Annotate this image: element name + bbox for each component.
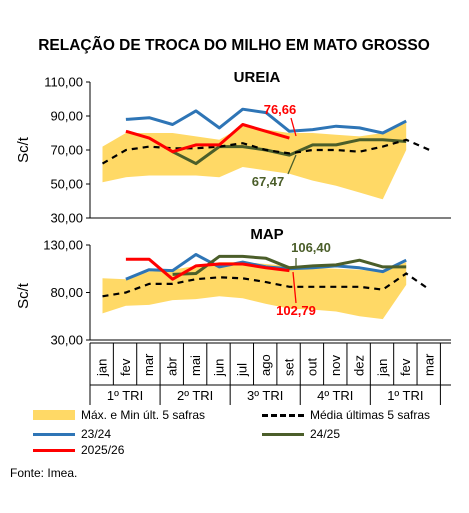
panel-title-ureia: UREIA (234, 69, 281, 86)
legend-item-avg: Média últimas 5 safras (262, 408, 430, 422)
y-tick-label: 110,00 (44, 75, 83, 90)
legend-swatch-2324 (33, 432, 75, 436)
legend-label-avg: Média últimas 5 safras (310, 408, 431, 422)
y-axis-label-ureia: Sc/t (15, 136, 32, 163)
panel-title-map: MAP (250, 226, 283, 243)
legend-item-2526: 2025/26 (33, 443, 124, 457)
y-tick-label: 30,00 (50, 333, 83, 348)
x-tick-label: jul (235, 363, 250, 377)
legend-label-2425: 24/25 (310, 427, 341, 441)
quarter-label: 1º TRI (387, 388, 423, 403)
y-tick-label: 70,00 (50, 143, 83, 158)
x-tick-label: out (305, 358, 320, 376)
annotation-label: 106,40 (291, 240, 331, 255)
y-tick-label: 30,00 (50, 211, 83, 226)
panel-ureia: UREIA Sc/t 30,00 50,00 70,00 90,00 110,00 76,… (15, 69, 451, 226)
y-axis-label-map: Sc/t (15, 282, 32, 309)
x-tick-label: jun (211, 359, 226, 377)
x-tick-label: ago (258, 354, 273, 376)
series-2425-line-ureia (171, 138, 407, 166)
quarter-label: 1º TRI (107, 388, 143, 403)
source-note: Fonte: Imea. (10, 466, 78, 480)
y-tick-label: 50,00 (50, 177, 83, 192)
annotation-label: 102,79 (276, 303, 316, 318)
y-tick-label: 90,00 (50, 109, 83, 124)
avg-line-map (102, 272, 431, 298)
quarter-label: 2º TRI (177, 388, 213, 403)
x-tick-label: mar (422, 353, 437, 376)
legend-label-range: Máx. e Min últ. 5 safras (81, 408, 206, 422)
x-tick-label: jan (375, 359, 390, 377)
panel-map: MAP Sc/t 30,00 80,00 130,00 106,40 102,79 (15, 226, 451, 348)
y-tick-label: 130,00 (43, 238, 83, 253)
x-tick-label: abr (165, 357, 180, 376)
annotation-leader (292, 271, 297, 304)
x-tick-label: jan (95, 359, 110, 377)
quarter-label: 4º TRI (317, 388, 353, 403)
legend-swatch-range (33, 410, 75, 420)
legend-item-range: Máx. e Min últ. 5 safras (33, 408, 205, 422)
legend-label-2324: 23/24 (81, 427, 112, 441)
x-tick-label: mai (188, 355, 203, 376)
annotation-label: 67,47 (252, 174, 285, 189)
annotation-label: 76,66 (264, 102, 297, 117)
chart-title: RELAÇÃO DE TROCA DO MILHO EM MATO GROSSO (38, 36, 430, 54)
x-tick-label: dez (351, 355, 366, 376)
series-2526-line-map (125, 257, 290, 281)
avg-line-ureia (101, 138, 430, 165)
x-axis: jan fev mar abr mai jun jul ago set out nov dez jan f… (89, 342, 451, 405)
x-tick-label: mar (141, 353, 156, 376)
x-tick-label: set (281, 358, 296, 376)
x-tick-label: fev (398, 358, 413, 376)
annotation-leader (290, 117, 297, 137)
series-2324-line-ureia (125, 107, 407, 135)
x-tick-label: nov (328, 355, 343, 376)
legend-swatch-2425 (262, 432, 304, 436)
legend-label-2526: 2025/26 (81, 443, 125, 457)
series-2425-line-map (172, 254, 407, 276)
y-tick-label: 80,00 (50, 285, 83, 300)
x-tick-label: fev (118, 358, 133, 376)
annotation-leader (287, 154, 297, 175)
quarter-label: 3º TRI (247, 388, 283, 403)
legend-swatch-2526 (33, 448, 75, 452)
legend-item-2425: 24/25 (262, 427, 340, 441)
legend-item-2324: 23/24 (33, 427, 111, 441)
legend-swatch-avg (262, 413, 304, 417)
range-band-ureia (102, 122, 407, 200)
series-2526-line-ureia (125, 123, 290, 154)
